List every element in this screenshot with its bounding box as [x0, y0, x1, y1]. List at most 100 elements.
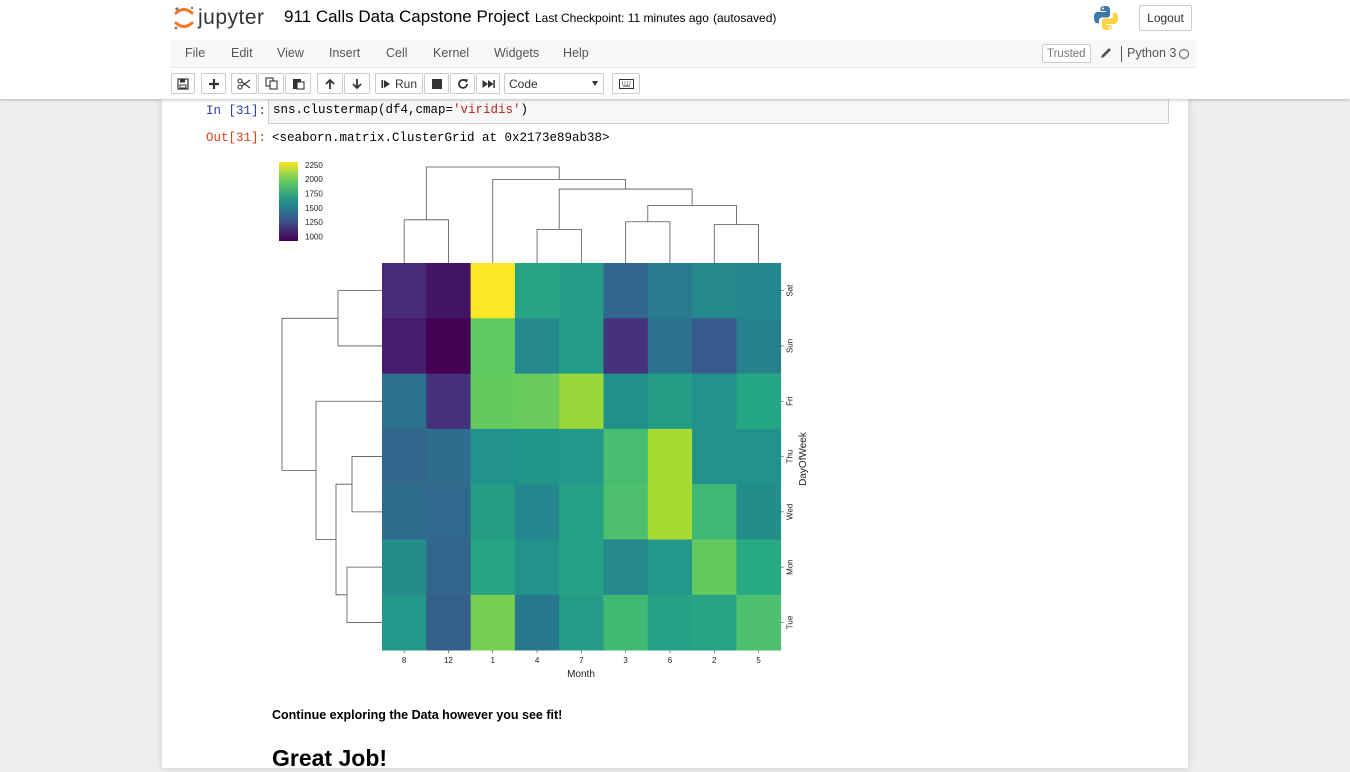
colorbar: 2250 2000 1750 1500 1250 1000	[279, 161, 323, 241]
heatmap-cell	[736, 373, 782, 430]
jupyter-logo-icon	[174, 6, 194, 30]
menu-kernel[interactable]: Kernel	[433, 46, 470, 60]
cut-button[interactable]	[231, 73, 257, 94]
code-text: sns.clustermap(df4,cmap=	[273, 103, 454, 117]
heatmap-cell	[692, 318, 737, 374]
heatmap-cell	[470, 594, 516, 651]
kernel-idle-icon	[1179, 49, 1189, 59]
insert-cell-button[interactable]	[201, 73, 226, 94]
column-dendrogram	[403, 166, 759, 263]
command-palette-button[interactable]	[612, 73, 640, 94]
y-tick-labels: Sat Sun Fri Thu Wed Mon Tue	[780, 284, 795, 629]
arrow-down-icon	[352, 78, 362, 89]
heatmap-cell	[382, 428, 427, 485]
move-up-button[interactable]	[317, 73, 343, 94]
jupyter-logo[interactable]: jupyter	[173, 4, 265, 32]
save-button[interactable]	[171, 73, 195, 94]
dendrogram-link	[625, 221, 671, 263]
colorbar-tick-label: 1250	[305, 218, 323, 227]
heatmap-cell	[470, 373, 516, 430]
restart-icon	[457, 78, 468, 89]
dendrogram-link	[315, 400, 382, 540]
x-tick-label: 6	[668, 656, 673, 665]
paste-button[interactable]	[285, 73, 311, 94]
menu-view[interactable]: View	[277, 46, 304, 60]
fast-forward-icon	[482, 79, 495, 88]
checkpoint-status: Last Checkpoint: 11 minutes ago	[535, 11, 709, 25]
heatmap-cell	[514, 594, 560, 651]
restart-button[interactable]	[450, 73, 475, 94]
heatmap-cell	[692, 594, 737, 651]
heatmap-cell	[559, 539, 604, 596]
heatmap-cell	[692, 539, 737, 596]
heatmap-cell	[692, 373, 737, 430]
plus-icon	[208, 78, 219, 89]
menu-insert[interactable]: Insert	[329, 46, 361, 60]
heatmap-cell	[382, 373, 427, 430]
heatmap-cell	[382, 484, 427, 540]
heatmap-cell	[426, 263, 471, 319]
heatmap-cell	[647, 428, 693, 485]
y-tick-label: Wed	[786, 504, 795, 520]
dendrogram-link	[335, 483, 352, 596]
heatmap-cell	[736, 484, 782, 540]
copy-icon	[264, 77, 278, 90]
pencil-icon[interactable]	[1099, 46, 1113, 60]
heatmap-cells	[382, 263, 782, 651]
restart-run-all-button[interactable]	[476, 73, 500, 94]
output-text: <seaborn.matrix.ClusterGrid at 0x2173e89…	[272, 131, 610, 145]
heatmap-cell	[736, 263, 782, 319]
colorbar-tick-label: 1500	[305, 204, 323, 213]
menu-cell[interactable]: Cell	[386, 46, 408, 60]
x-tick-label: 4	[535, 656, 540, 665]
x-tick-label: 5	[756, 656, 761, 665]
heatmap-cell	[647, 594, 693, 651]
heatmap-cell	[647, 373, 693, 430]
menubar: File Edit View Insert Cell Kernel Widget…	[171, 40, 1196, 68]
heatmap-cell	[603, 428, 649, 485]
caret-down-icon	[592, 81, 598, 86]
cell-type-select[interactable]: Code	[504, 73, 604, 94]
colorbar-tick-label: 2000	[305, 175, 323, 184]
heatmap-cell	[426, 318, 471, 374]
interrupt-button[interactable]	[424, 73, 449, 94]
heatmap-cell	[736, 594, 782, 651]
copy-button[interactable]	[258, 73, 284, 94]
menu-help[interactable]: Help	[563, 46, 589, 60]
heatmap-cell	[382, 594, 427, 651]
heatmap-cell	[559, 373, 604, 430]
notebook-name[interactable]: 911 Calls Data Capstone Project	[284, 7, 530, 26]
heatmap-cell	[514, 373, 560, 430]
menu-edit[interactable]: Edit	[231, 46, 253, 60]
menu-file[interactable]: File	[185, 46, 206, 60]
trusted-badge[interactable]: Trusted	[1042, 44, 1091, 63]
code-string: 'viridis'	[453, 103, 521, 117]
move-down-button[interactable]	[344, 73, 370, 94]
heatmap-cell	[603, 539, 649, 596]
y-tick-label: Fri	[786, 396, 795, 406]
heatmap-cell	[382, 263, 427, 319]
heatmap-cell	[603, 318, 649, 374]
menu-widgets[interactable]: Widgets	[494, 46, 540, 60]
logout-button[interactable]: Logout	[1139, 5, 1192, 31]
scissors-icon	[237, 77, 251, 90]
heatmap-cell	[426, 484, 471, 540]
colorbar-tick-label: 1000	[305, 232, 323, 241]
code-cell-input[interactable]: sns.clustermap(df4,cmap='viridis')	[268, 98, 1169, 124]
heatmap-cell	[647, 539, 693, 596]
heatmap-cell	[559, 594, 604, 651]
x-tick-labels: 8 12 1 4 7 3 6 2 5	[402, 650, 761, 665]
python-logo-icon	[1094, 6, 1118, 30]
heatmap-cell	[559, 263, 604, 319]
y-tick-label: Sun	[786, 339, 795, 353]
heatmap-cell	[514, 318, 560, 374]
autosave-status: (autosaved)	[713, 11, 777, 25]
run-button[interactable]: Run	[375, 73, 423, 94]
output-prompt: Out[31]:	[206, 131, 267, 145]
kernel-name[interactable]: Python 3	[1127, 46, 1177, 60]
x-axis-label: Month	[567, 669, 595, 680]
heatmap-cell	[736, 428, 782, 485]
heatmap-cell	[559, 318, 604, 374]
kernel-separator	[1121, 46, 1122, 62]
